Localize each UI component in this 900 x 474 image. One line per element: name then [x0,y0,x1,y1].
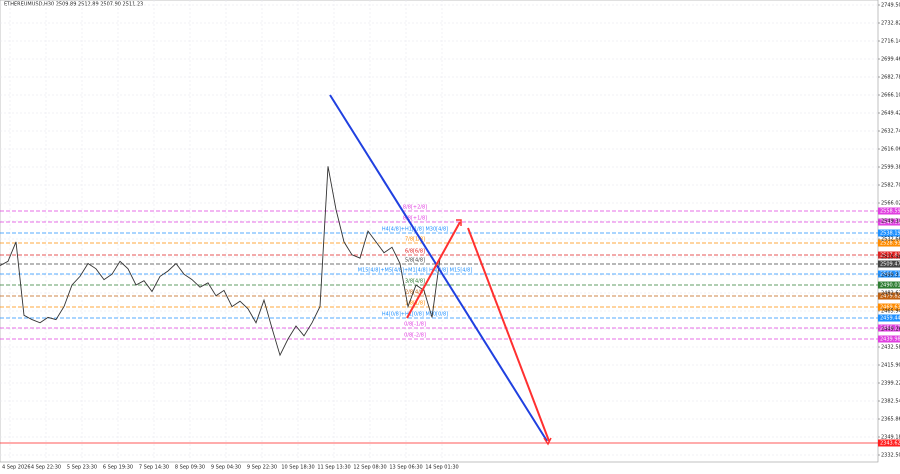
x-tick-label: 10 Sep 18:30 [281,465,314,471]
y-tick-label: 2716.14 [881,39,900,45]
price-label: 2343.62 [880,441,900,447]
x-tick-label: 12 Sep 08:30 [353,465,386,471]
price-label-bg [878,270,900,278]
price-label: 2538.19 [880,231,900,237]
x-tick-label: 14 Sep 01:30 [425,465,458,471]
level-text: 8/8[+2/8] [403,205,427,211]
price-label-bg [878,251,900,259]
x-tick-label: 6 Sep 19:30 [103,465,133,471]
y-tick-label: 2532.66 [881,237,900,243]
price-label-bg [878,207,900,215]
series [0,166,441,357]
y-tick-label: 2482.62 [881,291,900,297]
x-tick-label: 5 Sep 23:30 [67,465,97,471]
y-tick-label: 2332.50 [881,453,900,459]
y-tick-label: 2515.98 [881,255,900,261]
x-tick-label: 8 Sep 09:30 [175,465,205,471]
price-label-bg [878,218,900,226]
price-label-bg [878,439,900,447]
price-label: 2517.81 [880,253,900,259]
price-label: 2439.98 [880,337,900,343]
y-tick-label: 2732.82 [881,21,900,27]
y-tick-label: 2349.18 [881,435,900,441]
arrow-blue [329,94,548,442]
y-tick-label: 2382.54 [881,399,900,405]
price-line [0,166,441,357]
y-tick-label: 2666.10 [881,93,900,99]
level-text: H4[0/8]+H1[0/8] M30[0/8] [382,312,448,318]
price-label-bg [878,239,900,247]
chart-title: ETHEREUMUSD,H30 2509.89 2512.89 2507.90 … [4,2,143,8]
arrow-red-down [467,227,550,442]
y-tick-label: 2699.46 [881,57,900,63]
price-label: 2479.82 [880,294,900,300]
level-text: 3/8[4/8] [405,279,425,285]
arrow-red-up [406,221,461,319]
price-label-bg [878,229,900,237]
price-label: 2459.44 [880,316,900,322]
arrow-head [456,219,462,226]
price-label: 2450.17 [880,326,900,332]
y-tick-label: 2566.02 [881,201,900,207]
price-label-bg [878,281,900,289]
level-text: 0/8[-1/8] [404,322,426,328]
x-tick-label: 11 Sep 13:30 [317,465,350,471]
axes: 2749.50 2732.82 2716.14 2699.46 2682.78 2666.… [2,3,900,471]
level-text: 5/8[4/8] [405,258,425,264]
x-tick-label: 7 Sep 14:30 [139,465,169,471]
y-tick-label: 2632.74 [881,129,900,135]
level-text: 6/8[6/8] [405,249,425,255]
price-label: 2558.59 [880,209,900,215]
price-label: 2500.21 [880,272,900,278]
price-label: 2548.39 [880,220,900,226]
x-tick-label: 13 Sep 06:30 [389,465,422,471]
price-label: 2528.93 [880,241,900,247]
price-label-bg [878,303,900,311]
y-tick-label: 2582.70 [881,183,900,189]
y-tick-label: 2465.94 [881,309,900,315]
price-label-bg [878,314,900,322]
y-tick-label: 2499.3 [881,273,899,279]
y-tick-label: 2399.22 [881,381,900,387]
x-tick-label: 9 Sep 22:30 [247,465,277,471]
grid [0,0,878,462]
price-label: 2509.47 [880,262,900,268]
level-text: M15[4/8]+M5[4/8]+M1[4/8] H4[4/8] M15[4/8… [358,268,473,274]
y-tick-label: 2415.90 [881,363,900,369]
y-tick-label: 2449.26 [881,327,900,333]
x-tick-label: 9 Sep 04:30 [211,465,241,471]
y-tick-label: 2599.38 [881,165,900,171]
y-tick-label: 2365.86 [881,417,900,423]
y-tick-label: 2649.42 [881,111,900,117]
price-label-bg [878,324,900,332]
price-label-bg [878,260,900,268]
forecast-arrows [329,94,552,446]
y-tick-label: 2616.06 [881,147,900,153]
x-tick-label: 4 Sep 2026 [2,465,31,471]
level-text: 8/8[+1/8] [403,216,427,222]
y-tick-label: 2549.34 [881,219,900,225]
y-tick-label: 2432.58 [881,345,900,351]
price-label-bg [878,292,900,300]
price-label: 2469.63 [880,305,900,311]
level-text: 2/8[4/8] [405,290,425,296]
y-tick-label: 2749.50 [881,3,900,9]
plot-area [0,0,879,463]
level-text: 0/8[-2/8] [404,333,426,339]
arrow-head [543,437,552,446]
level-text: 7/8[1/8] [405,237,425,243]
y-tick-label: 2682.78 [881,75,900,81]
price-label: 2490.01 [880,283,900,289]
price-label-bg [878,335,900,343]
x-tick-label: 4 Sep 22:30 [31,465,61,471]
